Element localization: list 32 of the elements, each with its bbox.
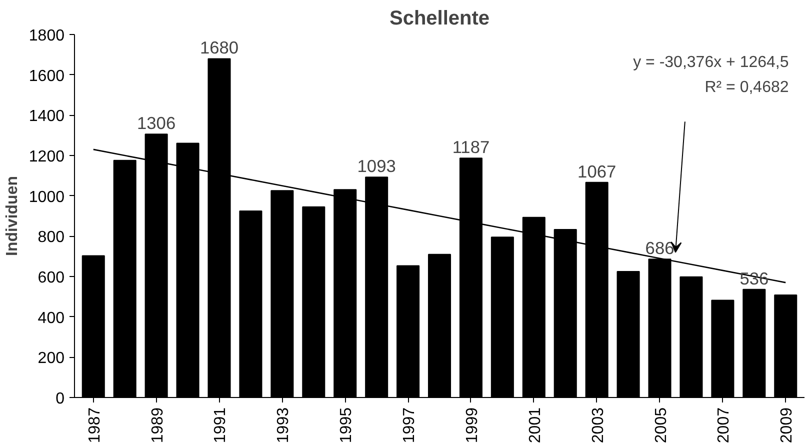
- y-axis-title: Individuen: [4, 176, 21, 256]
- x-tick-label: 1997: [401, 407, 418, 444]
- x-tick-label: 1995: [338, 407, 356, 444]
- y-tick-label: 1000: [28, 188, 65, 206]
- y-tick-label: 1200: [28, 148, 65, 166]
- annotation: R² = 0,4682: [704, 79, 789, 96]
- data-label: 1067: [578, 161, 616, 182]
- x-tick-label: 1993: [275, 407, 292, 444]
- y-tick-label: 400: [38, 310, 65, 327]
- annotation: y = -30,376x + 1264,5: [633, 54, 789, 71]
- data-label: 1306: [137, 113, 176, 134]
- x-tick-label: 2005: [652, 407, 670, 444]
- y-tick-label: 200: [38, 350, 65, 368]
- data-label: 1093: [357, 156, 396, 176]
- y-tick-label: 1600: [28, 68, 65, 85]
- y-tick-label: 0: [56, 390, 65, 408]
- x-tick-label: 1991: [212, 407, 230, 444]
- x-tick-label: 1999: [464, 407, 481, 444]
- data-label: 1680: [200, 38, 239, 58]
- y-tick-label: 1800: [28, 28, 65, 44]
- data-label: 686: [645, 238, 674, 258]
- x-tick-label: 1987: [86, 407, 104, 444]
- chart-title: Schellente: [389, 8, 490, 30]
- data-label: 1187: [452, 137, 490, 158]
- x-tick-label: 1989: [149, 407, 166, 444]
- x-tick-label: 2003: [590, 407, 607, 444]
- x-tick-label: 2001: [526, 407, 544, 444]
- y-tick-label: 1400: [28, 108, 65, 126]
- y-tick-label: 800: [38, 229, 65, 246]
- y-tick-label: 600: [38, 270, 65, 286]
- x-tick-label: 2009: [778, 407, 796, 444]
- x-tick-label: 2007: [716, 407, 733, 444]
